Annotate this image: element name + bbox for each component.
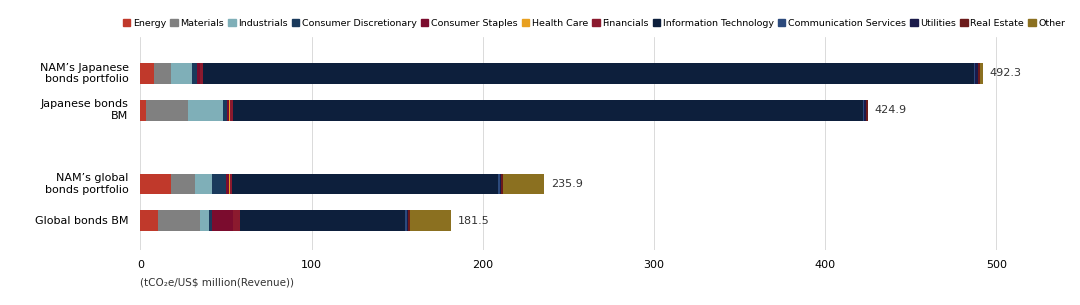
Bar [154,63,172,84]
Bar [864,100,866,120]
Bar [408,210,410,231]
Text: 181.5: 181.5 [458,216,489,226]
Bar [222,100,227,120]
Bar [197,63,200,84]
Bar [213,210,233,231]
Bar [203,63,974,84]
Bar [146,100,188,120]
Bar [980,63,983,84]
Bar [140,63,154,84]
Text: 492.3: 492.3 [990,68,1022,78]
Bar [201,210,208,231]
Bar [405,210,406,231]
Bar [232,100,863,120]
Bar [498,174,500,194]
Bar [977,63,980,84]
Bar [172,174,195,194]
Text: 235.9: 235.9 [551,179,583,189]
Bar [230,100,232,120]
Bar [140,100,146,120]
Bar [975,63,977,84]
Bar [213,174,226,194]
Bar [406,210,408,231]
Bar [410,210,451,231]
Text: (tCO₂e/US$ million(Revenue)): (tCO₂e/US$ million(Revenue)) [140,278,295,288]
Bar [503,174,544,194]
Bar [140,174,172,194]
Bar [233,210,241,231]
Bar [226,174,229,194]
Bar [208,210,213,231]
Bar [501,174,503,194]
Bar [500,174,501,194]
Bar [232,174,498,194]
Text: 424.9: 424.9 [875,105,907,115]
Bar [200,63,203,84]
Bar [192,63,197,84]
Bar [227,100,229,120]
Bar [188,100,222,120]
Bar [241,210,405,231]
Bar [863,100,864,120]
Bar [158,210,201,231]
Bar [974,63,975,84]
Bar [866,100,867,120]
Legend: Energy, Materials, Industrials, Consumer Discretionary, Consumer Staples, Health: Energy, Materials, Industrials, Consumer… [123,19,1065,28]
Bar [195,174,213,194]
Bar [230,174,232,194]
Bar [140,210,158,231]
Bar [172,63,192,84]
